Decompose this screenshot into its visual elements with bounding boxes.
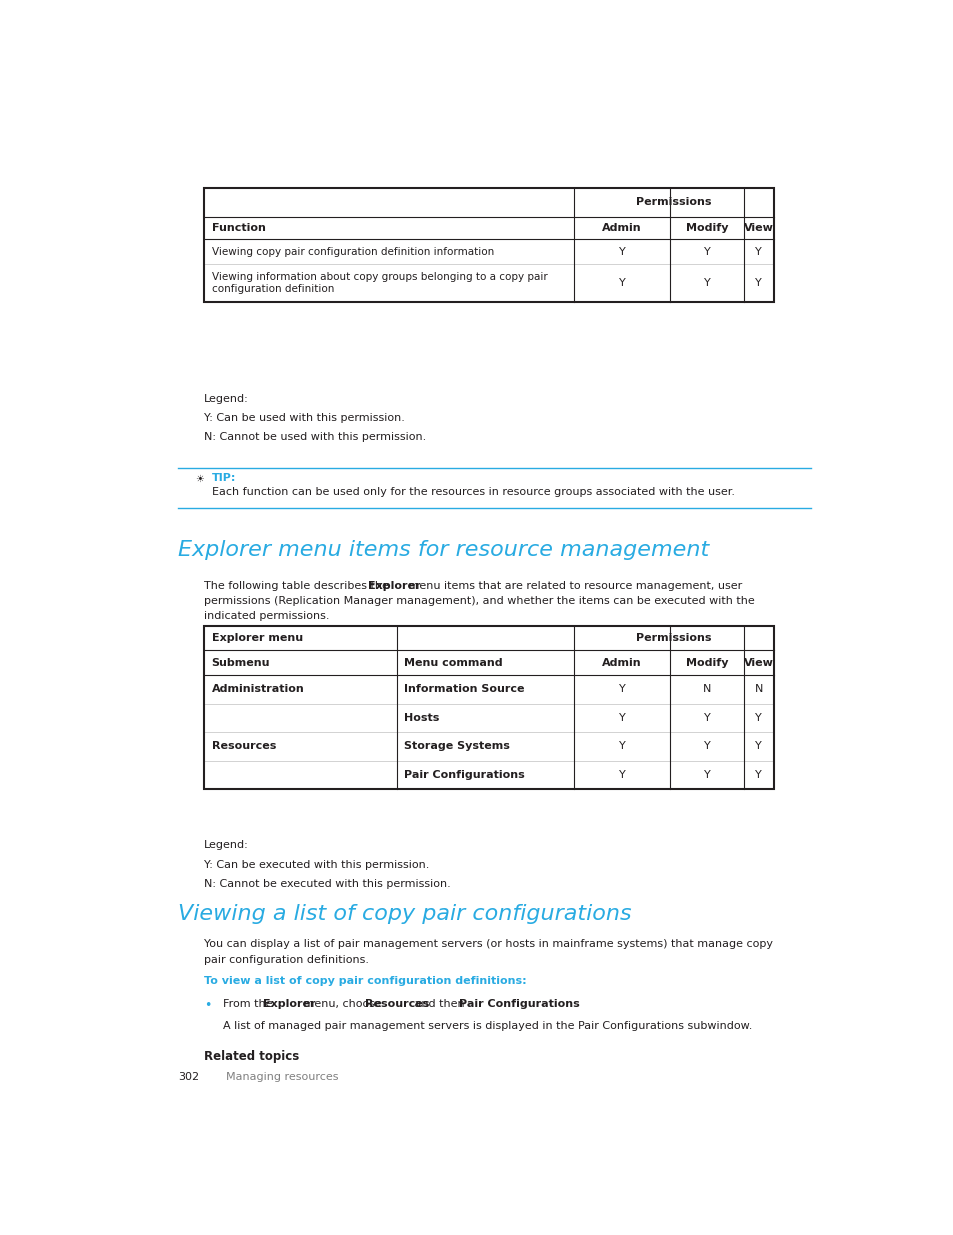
Text: Y: Y (755, 247, 761, 257)
Text: Each function can be used only for the resources in resource groups associated w: Each function can be used only for the r… (212, 487, 734, 496)
Bar (204, 626, 773, 789)
Text: Y: Y (755, 713, 761, 722)
Text: Y: Y (755, 741, 761, 751)
Text: To view a list of copy pair configuration definitions:: To view a list of copy pair configuratio… (204, 976, 526, 986)
Text: Y: Can be used with this permission.: Y: Can be used with this permission. (204, 412, 405, 422)
Text: permissions (Replication Manager management), and whether the items can be execu: permissions (Replication Manager managem… (204, 597, 754, 606)
Text: indicated permissions.: indicated permissions. (204, 611, 330, 621)
Text: Y: Y (618, 713, 625, 722)
Text: ☀: ☀ (194, 473, 203, 483)
Text: The following table describes the: The following table describes the (204, 580, 393, 590)
Text: Admin: Admin (601, 658, 641, 668)
Text: N: N (702, 684, 711, 694)
Text: View: View (743, 658, 773, 668)
Text: Y: Can be executed with this permission.: Y: Can be executed with this permission. (204, 860, 429, 869)
Text: pair configuration definitions.: pair configuration definitions. (204, 955, 369, 965)
Text: Admin: Admin (601, 224, 641, 233)
Text: Resources: Resources (212, 741, 275, 751)
Text: Y: Y (618, 278, 625, 288)
Text: A list of managed pair management servers is displayed in the Pair Configuration: A list of managed pair management server… (222, 1021, 751, 1031)
Text: Submenu: Submenu (212, 658, 270, 668)
Text: Managing resources: Managing resources (226, 1072, 338, 1082)
Text: Storage Systems: Storage Systems (403, 741, 509, 751)
Text: and then: and then (411, 999, 468, 1009)
Text: Y: Y (703, 713, 710, 722)
Text: menu, choose: menu, choose (299, 999, 385, 1009)
Text: Y: Y (755, 769, 761, 779)
Text: Y: Y (703, 247, 710, 257)
Text: Y: Y (703, 278, 710, 288)
Text: N: Cannot be executed with this permission.: N: Cannot be executed with this permissi… (204, 878, 451, 888)
Text: Viewing information about copy groups belonging to a copy pair
configuration def: Viewing information about copy groups be… (212, 272, 547, 294)
Text: 302: 302 (178, 1072, 199, 1082)
Text: View: View (743, 224, 773, 233)
Text: You can display a list of pair management servers (or hosts in mainframe systems: You can display a list of pair managemen… (204, 940, 773, 950)
Text: Y: Y (618, 684, 625, 694)
Text: Modify: Modify (685, 224, 727, 233)
Text: Y: Y (755, 278, 761, 288)
Text: menu items that are related to resource management, user: menu items that are related to resource … (405, 580, 741, 590)
Text: •: • (204, 999, 212, 1013)
Text: Legend:: Legend: (204, 394, 249, 404)
Text: Y: Y (618, 741, 625, 751)
Text: From the: From the (222, 999, 275, 1009)
Text: Menu command: Menu command (403, 658, 502, 668)
Text: Permissions: Permissions (636, 198, 711, 207)
Text: Hosts: Hosts (403, 713, 438, 722)
Text: Resources: Resources (365, 999, 430, 1009)
Text: Related topics: Related topics (204, 1050, 299, 1062)
Text: Permissions: Permissions (636, 634, 711, 643)
Text: Explorer: Explorer (263, 999, 315, 1009)
Text: Explorer menu: Explorer menu (212, 634, 302, 643)
Text: .: . (550, 999, 554, 1009)
Text: Y: Y (703, 769, 710, 779)
Text: Administration: Administration (212, 684, 304, 694)
Text: Pair Configurations: Pair Configurations (458, 999, 578, 1009)
Text: Function: Function (212, 224, 265, 233)
Text: Y: Y (703, 741, 710, 751)
Text: N: N (754, 684, 762, 694)
Text: Y: Y (618, 769, 625, 779)
Text: Modify: Modify (685, 658, 727, 668)
Text: Explorer menu items for resource management: Explorer menu items for resource managem… (178, 540, 709, 559)
Text: Pair Configurations: Pair Configurations (403, 769, 524, 779)
Text: Viewing copy pair configuration definition information: Viewing copy pair configuration definiti… (212, 247, 494, 257)
Bar (204, 188, 773, 303)
Text: Explorer: Explorer (368, 580, 420, 590)
Text: Y: Y (618, 247, 625, 257)
Text: Information Source: Information Source (403, 684, 524, 694)
Text: N: Cannot be used with this permission.: N: Cannot be used with this permission. (204, 431, 426, 442)
Text: TIP:: TIP: (212, 473, 235, 483)
Text: Legend:: Legend: (204, 841, 249, 851)
Text: Viewing a list of copy pair configurations: Viewing a list of copy pair configuratio… (178, 904, 631, 924)
